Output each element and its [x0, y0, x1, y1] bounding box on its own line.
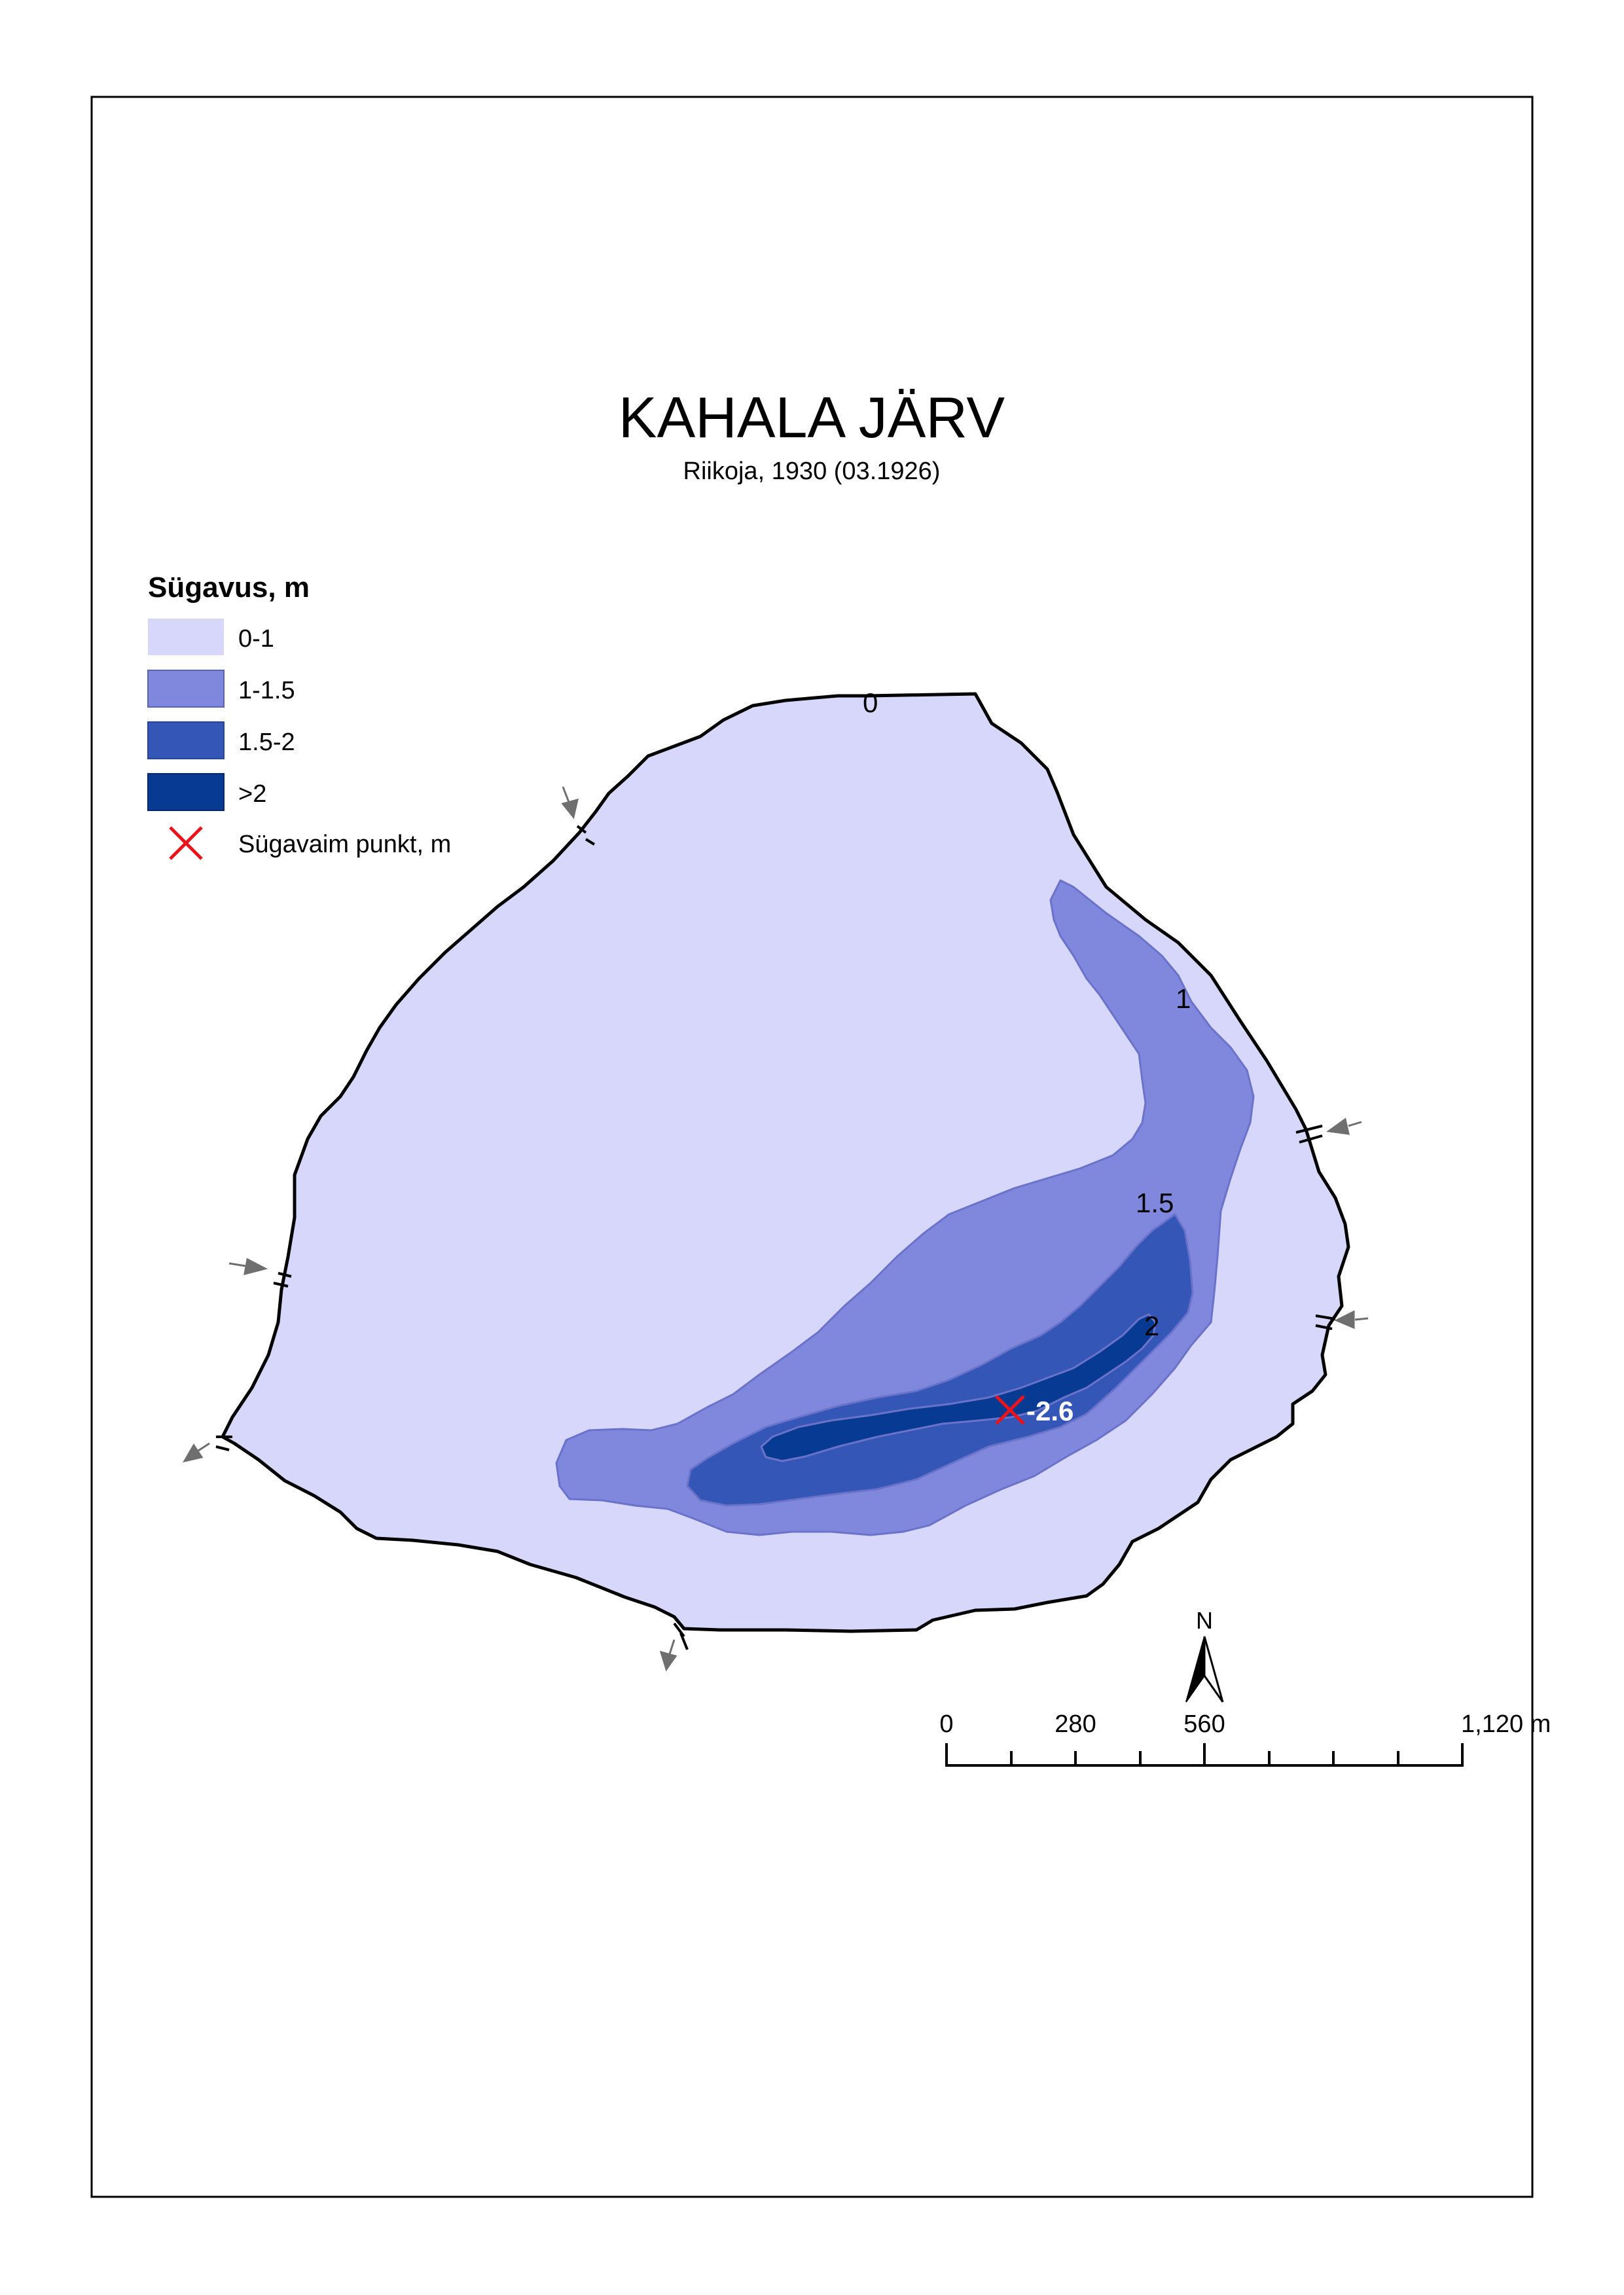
- legend-label-deepest-point: Sügavaim punkt, m: [238, 831, 451, 858]
- legend-swatch-1-1.5: [147, 670, 225, 708]
- legend-title: Sügavus, m: [148, 571, 310, 604]
- deepest-point-value: -2.6: [1026, 1396, 1074, 1426]
- lake: [221, 692, 1350, 1633]
- legend-swatch-0-1: [148, 619, 224, 655]
- arrow-icon: [182, 1442, 210, 1463]
- legend-label-1.5-2: 1.5-2: [238, 729, 295, 756]
- inflow-arrows: [182, 786, 1369, 1672]
- scale-label-280: 280: [1055, 1710, 1096, 1738]
- channel-nw: [576, 825, 596, 846]
- legend-label-0-1: 0-1: [238, 625, 274, 653]
- legend-label-1-1.5: 1-1.5: [238, 677, 295, 704]
- scale-label-560: 560: [1183, 1710, 1225, 1738]
- north-arrow-icon: [1185, 1636, 1224, 1703]
- contour-label-2: 2: [1144, 1310, 1159, 1341]
- x-marker-icon: [995, 1395, 1025, 1425]
- channel-sw: [215, 1436, 232, 1451]
- north-label: N: [1196, 1607, 1213, 1634]
- legend: Sügavus, m 0-1 1-1.5 1.5-2 >2 Sügavaim p…: [147, 571, 451, 860]
- contour-label-0: 0: [863, 687, 878, 718]
- contour-label-1.5: 1.5: [1136, 1187, 1174, 1218]
- channel-w: [273, 1272, 292, 1288]
- arrow-icon: [659, 1639, 677, 1672]
- arrow-icon: [228, 1257, 268, 1276]
- x-marker-icon: [169, 826, 203, 860]
- arrow-icon: [1334, 1310, 1369, 1329]
- north-arrow: N: [1185, 1607, 1224, 1703]
- legend-swatch-1.5-2: [147, 721, 225, 759]
- scale-bar: 0 280 560 1,120 m: [939, 1710, 1551, 1767]
- channels: [215, 825, 1336, 1650]
- scale-label-0: 0: [939, 1710, 953, 1738]
- legend-swatch-gt2: [147, 773, 225, 811]
- arrow-icon: [561, 786, 579, 820]
- arrow-icon: [1326, 1117, 1362, 1135]
- depth-zone-gt2: [760, 1313, 1157, 1462]
- map-subtitle: Riikoja, 1930 (03.1926): [683, 458, 941, 485]
- channel-e2: [1315, 1314, 1336, 1330]
- contour-label-1: 1: [1176, 983, 1191, 1014]
- channel-s: [673, 1622, 689, 1650]
- scale-label-1120: 1,120 m: [1461, 1710, 1551, 1738]
- channel-e: [1295, 1125, 1323, 1144]
- scale-bar-ticks: [945, 1743, 1464, 1767]
- legend-label-gt2: >2: [238, 780, 266, 808]
- contour-labels: 0 1 1.5 2: [863, 687, 1191, 1341]
- map-title: KAHALA JÄRV: [619, 385, 1005, 450]
- deepest-point: -2.6: [995, 1395, 1074, 1426]
